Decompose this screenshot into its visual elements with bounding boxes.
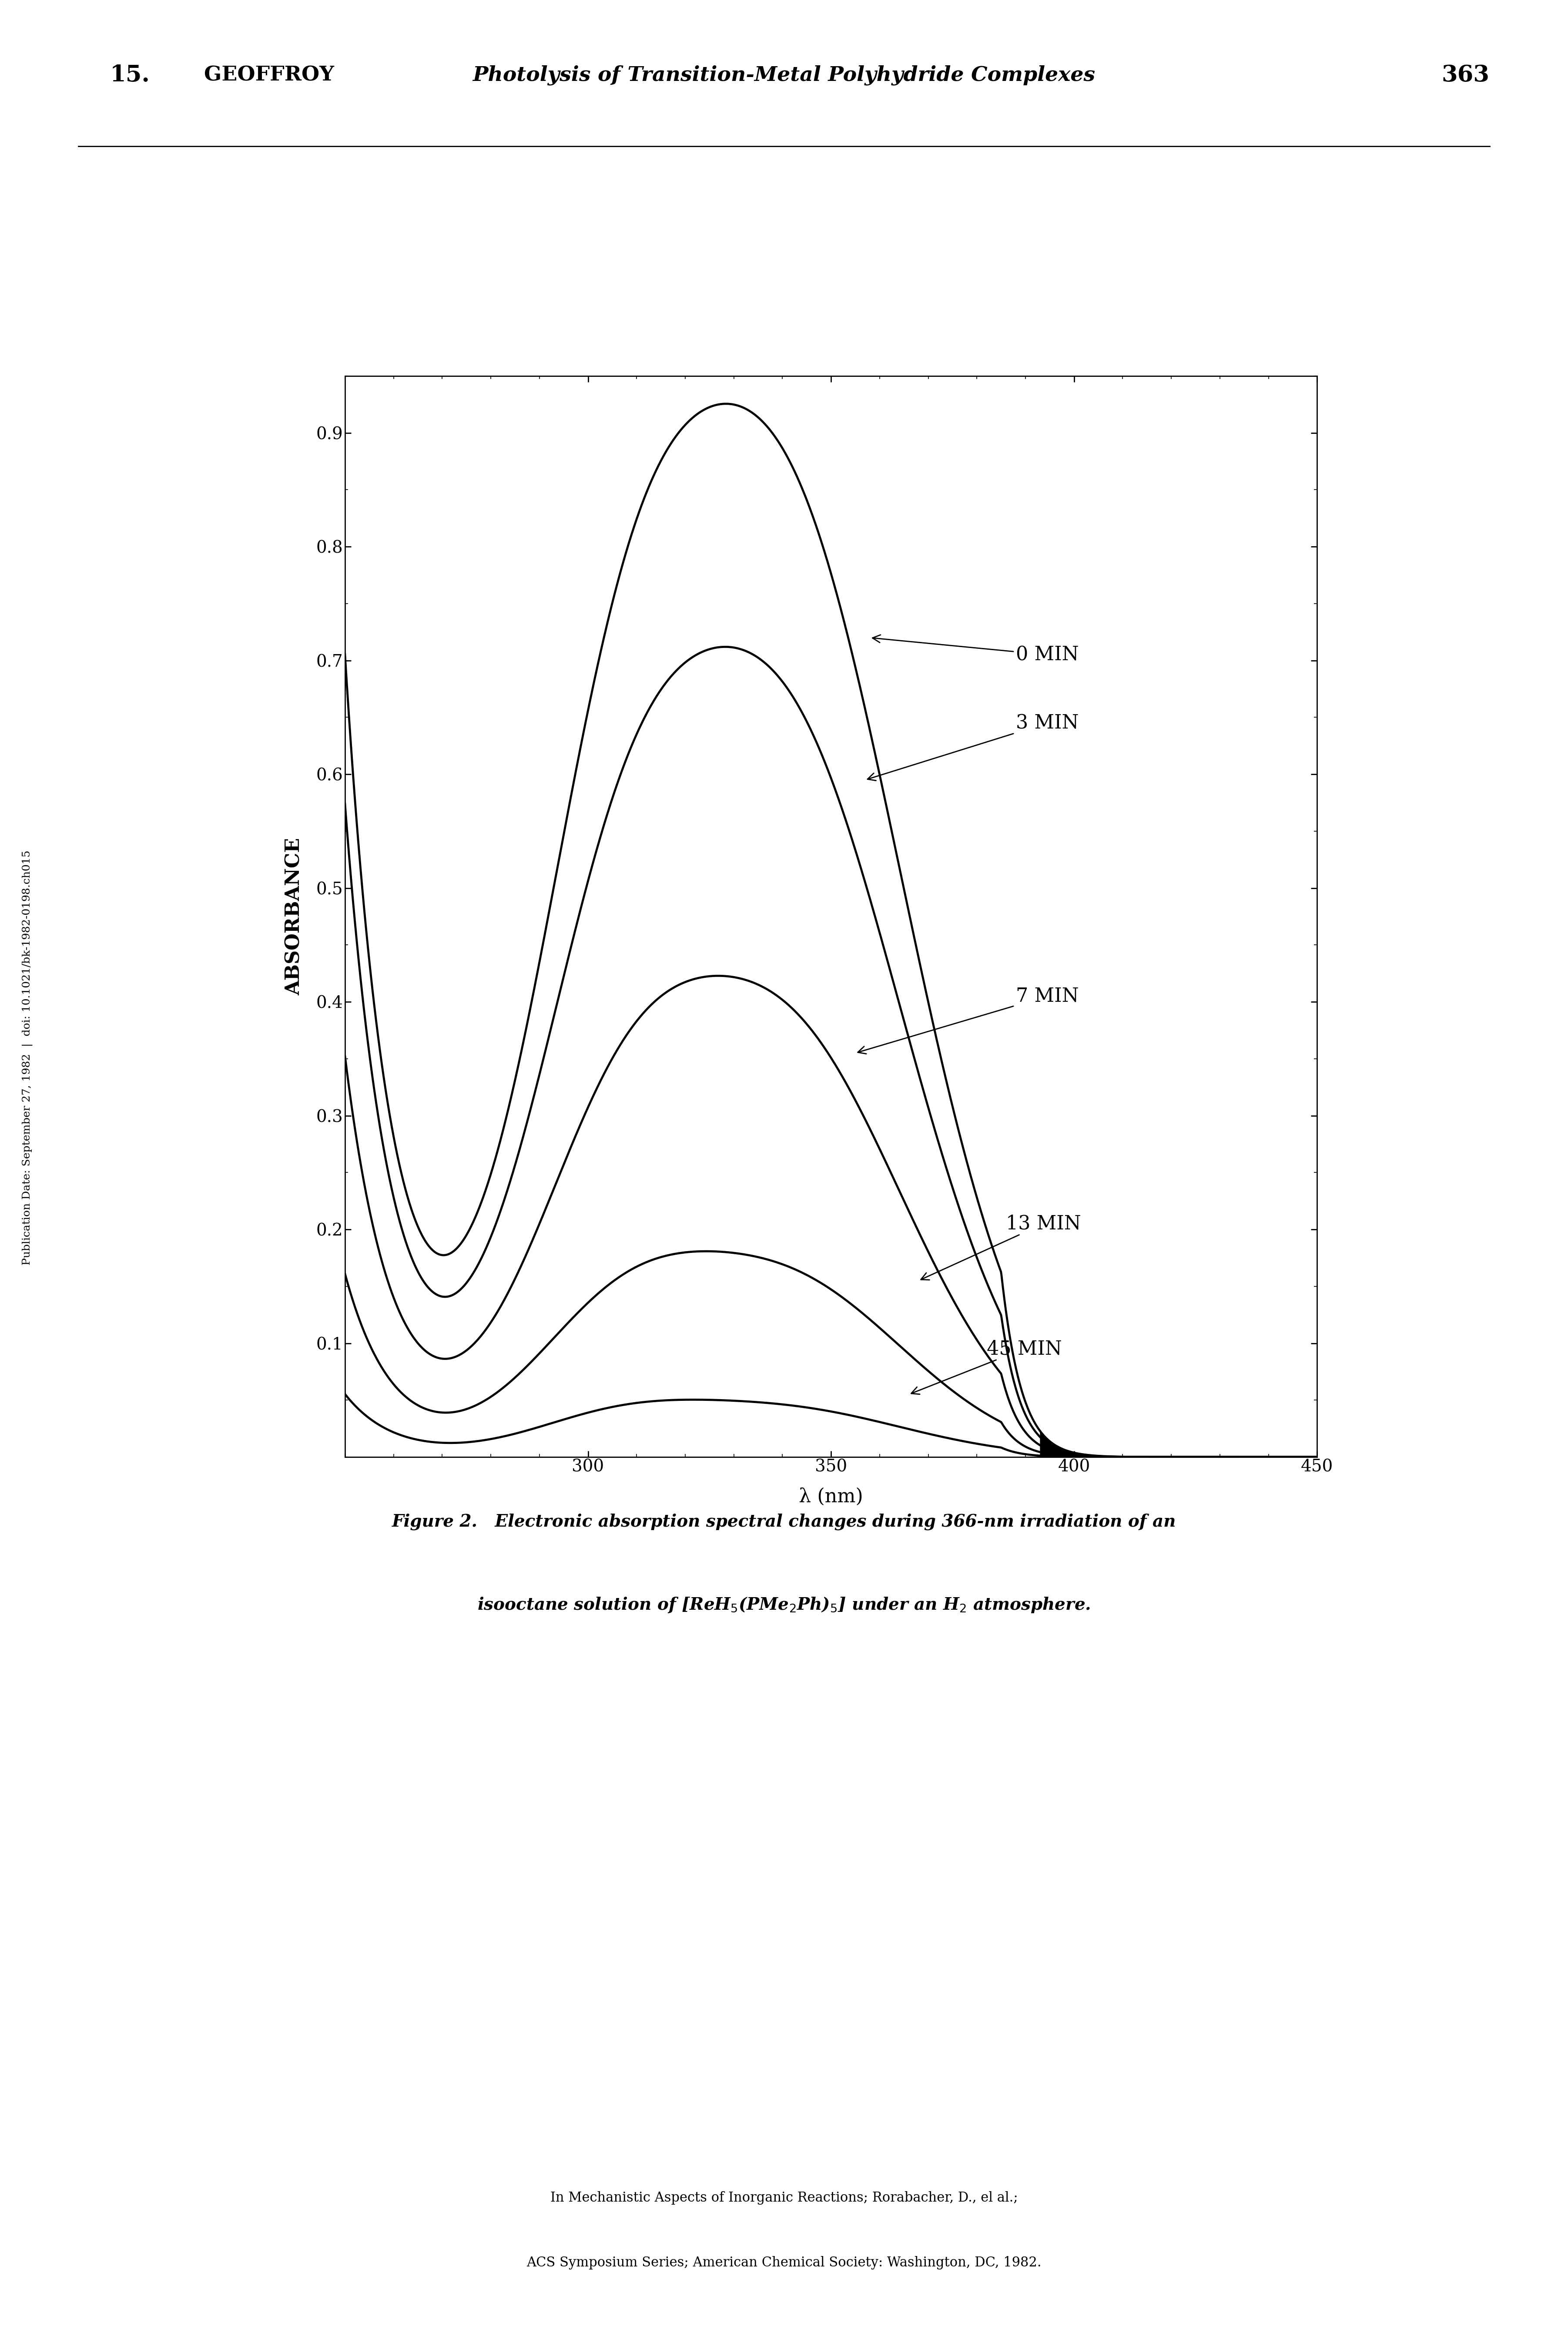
Text: 7 MIN: 7 MIN [858, 987, 1079, 1053]
Text: Figure 2.   Electronic absorption spectral changes during 366-nm irradiation of : Figure 2. Electronic absorption spectral… [392, 1513, 1176, 1530]
Text: isooctane solution of [ReH$_5$(PMe$_2$Ph)$_5$] under an H$_2$ atmosphere.: isooctane solution of [ReH$_5$(PMe$_2$Ph… [477, 1596, 1091, 1614]
Text: 3 MIN: 3 MIN [867, 714, 1079, 780]
Y-axis label: ABSORBANCE: ABSORBANCE [285, 837, 304, 996]
Text: 15.: 15. [110, 63, 149, 87]
X-axis label: λ (nm): λ (nm) [800, 1488, 862, 1506]
Text: 13 MIN: 13 MIN [920, 1215, 1082, 1281]
Text: GEOFFROY: GEOFFROY [204, 66, 334, 85]
Text: 45 MIN: 45 MIN [911, 1339, 1062, 1394]
Text: 363: 363 [1441, 63, 1490, 87]
Text: Publication Date: September 27, 1982  |  doi: 10.1021/bk-1982-0198.ch015: Publication Date: September 27, 1982 | d… [22, 851, 33, 1264]
Text: 0 MIN: 0 MIN [872, 634, 1079, 665]
Text: Photolysis of Transition-Metal Polyhydride Complexes: Photolysis of Transition-Metal Polyhydri… [472, 66, 1096, 85]
Text: In Mechanistic Aspects of Inorganic Reactions; Rorabacher, D., el al.;: In Mechanistic Aspects of Inorganic Reac… [550, 2190, 1018, 2204]
Text: ACS Symposium Series; American Chemical Society: Washington, DC, 1982.: ACS Symposium Series; American Chemical … [527, 2256, 1041, 2270]
